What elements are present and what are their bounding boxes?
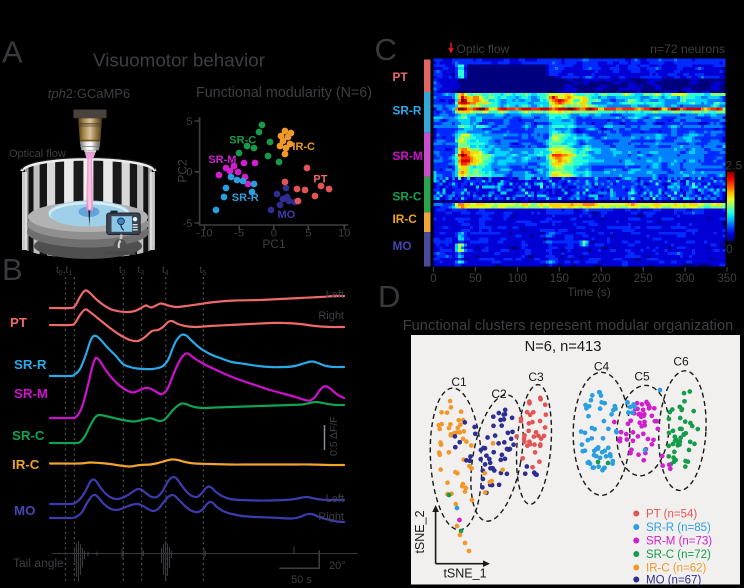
svg-text:20°: 20° [329,560,346,572]
svg-text:IR-C: IR-C [292,141,315,153]
svg-text:SR-M: SR-M [393,149,423,163]
svg-text:PC2: PC2 [176,159,190,183]
svg-text:SR-M: SR-M [14,386,48,401]
svg-text:SR-R: SR-R [14,357,47,372]
svg-text:5: 5 [305,228,311,240]
svg-text:0: 0 [430,273,436,285]
svg-text:200: 200 [592,273,611,285]
svg-text:0.5 ΔF/F: 0.5 ΔF/F [328,416,340,456]
svg-text:SR-C (n=72): SR-C (n=72) [646,549,711,561]
svg-text:tph2:GCaMP6: tph2:GCaMP6 [48,86,130,101]
svg-text:tSNE_2: tSNE_2 [413,510,427,553]
svg-text:N=6, n=413: N=6, n=413 [525,339,602,355]
svg-text:PT: PT [10,315,27,330]
svg-text:IR-C: IR-C [12,457,40,472]
svg-text:MO: MO [278,209,296,221]
svg-text:250: 250 [634,273,653,285]
svg-text:Visuomotor behavior: Visuomotor behavior [93,50,265,71]
svg-text:0: 0 [726,242,733,256]
svg-text:C4: C4 [594,360,610,374]
svg-text:Tail angle: Tail angle [13,556,64,570]
svg-text:PT (n=54): PT (n=54) [646,509,697,521]
svg-text:MO: MO [14,503,35,518]
svg-text:D: D [378,279,400,314]
svg-text:50 s: 50 s [291,574,312,586]
svg-text:150: 150 [550,273,569,285]
svg-text:Optical flow: Optical flow [9,148,66,160]
svg-text:PT: PT [393,70,409,84]
svg-text:SR-C: SR-C [229,135,256,147]
svg-text:C1: C1 [451,375,467,389]
svg-text:Functional clusters represent: Functional clusters represent modular or… [403,318,734,334]
svg-text:C6: C6 [673,355,689,369]
svg-text:-5: -5 [183,218,193,230]
svg-text:PC1: PC1 [262,237,286,251]
svg-text:t2: t2 [119,265,126,277]
svg-text:100: 100 [508,273,527,285]
svg-text:350: 350 [717,273,736,285]
svg-text:IR-C (n=62): IR-C (n=62) [646,563,707,575]
svg-text:SR-C: SR-C [393,190,422,204]
svg-text:MO: MO [393,239,412,253]
svg-text:Functional modularity (N=6): Functional modularity (N=6) [196,85,372,101]
svg-text:A: A [2,35,23,70]
svg-text:0: 0 [186,167,192,179]
svg-text:Time (s): Time (s) [567,285,611,299]
svg-text:SR-M: SR-M [208,154,236,166]
svg-text:-10: -10 [197,228,213,240]
svg-text:2.5: 2.5 [726,159,743,173]
svg-text:n=72 neurons: n=72 neurons [650,42,725,56]
svg-text:SR-M (n=73): SR-M (n=73) [646,536,712,548]
svg-text:SR-C: SR-C [12,428,45,443]
svg-text:Right: Right [318,310,344,322]
svg-text:50: 50 [469,273,482,285]
svg-text:t3: t3 [138,265,145,277]
svg-text:IR-C: IR-C [393,212,418,226]
svg-text:t5: t5 [200,265,207,277]
svg-text:300: 300 [676,273,695,285]
svg-text:Left: Left [326,493,344,505]
svg-text:B: B [2,252,23,287]
svg-text:C3: C3 [528,370,544,384]
svg-text:SR-R: SR-R [232,192,259,204]
svg-text:Left: Left [326,289,344,301]
svg-text:tSNE_1: tSNE_1 [443,567,486,581]
svg-text:SR-R (n=85): SR-R (n=85) [646,522,711,534]
svg-text:10: 10 [338,228,350,240]
svg-text:PT: PT [313,174,327,186]
svg-text:Optic flow: Optic flow [457,42,510,56]
svg-text:C: C [375,32,397,67]
svg-text:SR-R: SR-R [393,104,422,118]
svg-text:MO (n=67): MO (n=67) [646,575,701,587]
svg-text:C5: C5 [634,370,650,384]
svg-text:-5: -5 [234,228,244,240]
svg-text:0: 0 [271,228,277,240]
svg-text:t4: t4 [162,265,169,277]
svg-text:Right: Right [318,511,344,523]
svg-text:5: 5 [186,116,192,128]
svg-text:C2: C2 [491,387,507,401]
